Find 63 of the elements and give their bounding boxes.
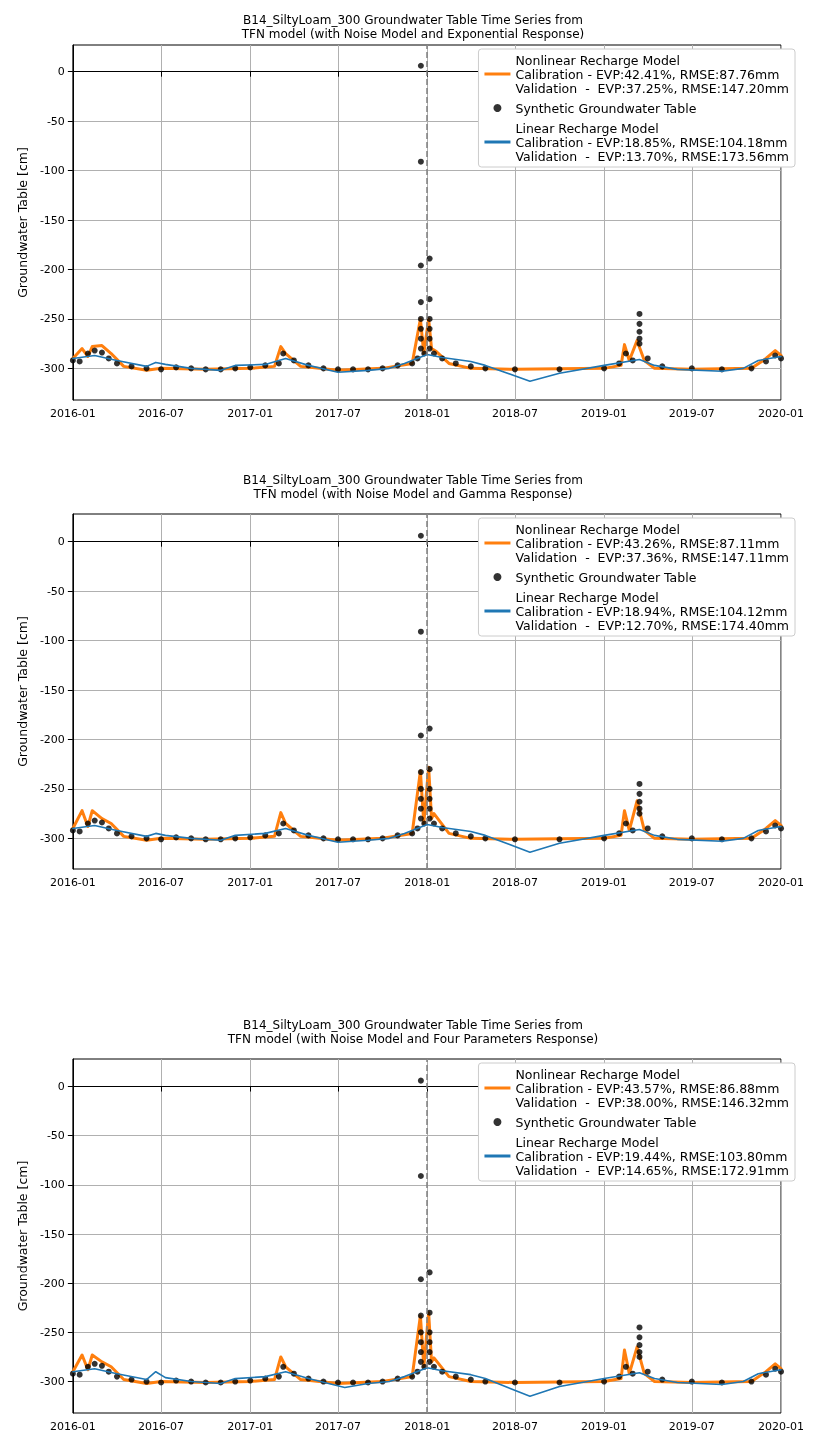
legend-label: Linear Recharge Model Calibration - EVP:18.85%, RMSE:104.18mm Validation - EVP:13.70%, RMSE:173.56mm [515, 120, 790, 164]
y-tick-label: -50 [46, 584, 65, 598]
legend-label: Synthetic Groundwater Table [515, 569, 697, 585]
x-tick-label: 2018-07 [491, 407, 538, 420]
chart-title: B14_SiltyLoam_300 Groundwater Table Time Series from TFN model (with Noise Model and Exponential Response) [240, 13, 585, 41]
y-axis-title: Groundwater Table [cm] [15, 1160, 30, 1312]
y-tick-label: 0 [57, 65, 65, 79]
x-tick-label: 2019-01 [581, 1420, 628, 1432]
y-tick-label: -50 [46, 1129, 65, 1143]
x-tick-label: 2020-01 [758, 407, 804, 420]
chart-title: B14_SiltyLoam_300 Groundwater Table Time Series from TFN model (with Noise Model and Gamma Response) [243, 473, 583, 501]
y-tick-label: -50 [46, 114, 65, 128]
x-tick-label: 2016-01 [49, 1420, 96, 1432]
x-tick-label: 2017-07 [315, 876, 361, 889]
x-tick-label: 2016-07 [138, 876, 185, 889]
x-tick-label: 2017-01 [227, 407, 274, 420]
y-tick-label: -200 [39, 1276, 65, 1290]
x-tick-label: 2018-07 [491, 876, 538, 889]
y-tick-label: -100 [39, 164, 65, 178]
x-tick-label: 2019-01 [581, 876, 628, 889]
legend-label: Synthetic Groundwater Table [515, 1114, 697, 1130]
y-tick-label: -250 [39, 782, 65, 796]
x-tick-label: 2018-01 [404, 407, 451, 420]
x-tick-label: 2016-01 [49, 876, 96, 889]
legend-label: Nonlinear Recharge Model Calibration - EVP:42.41%, RMSE:87.76mm Validation - EVP:37.25%, RMSE:147.20mm [515, 52, 790, 96]
y-tick-label: -150 [39, 1227, 65, 1241]
x-tick-label: 2017-01 [227, 1420, 274, 1432]
y-axis-title: Groundwater Table [cm] [15, 616, 30, 767]
y-tick-label: -200 [39, 262, 65, 276]
x-tick-label: 2016-07 [138, 407, 185, 420]
y-tick-label: -200 [39, 732, 65, 746]
legend-label: Linear Recharge Model Calibration - EVP:19.44%, RMSE:103.80mm Validation - EVP:14.65%, RMSE:172.91mm [515, 1134, 790, 1178]
x-tick-label: 2019-07 [668, 876, 715, 889]
x-tick-label: 2016-01 [49, 407, 96, 420]
y-tick-label: -150 [39, 683, 65, 697]
x-tick-label: 2018-07 [491, 1420, 538, 1432]
x-tick-label: 2017-01 [227, 876, 274, 889]
y-axis-title: Groundwater Table [cm] [15, 147, 30, 298]
y-tick-label: -300 [39, 1375, 65, 1389]
y-tick-label: 0 [57, 1080, 65, 1094]
x-tick-label: 2019-07 [668, 1420, 715, 1432]
x-tick-label: 2018-01 [404, 876, 451, 889]
legend-label: Nonlinear Recharge Model Calibration - EVP:43.57%, RMSE:86.88mm Validation - EVP:38.00%, RMSE:146.32mm [515, 1066, 790, 1110]
chart-title: B14_SiltyLoam_300 Groundwater Table Time Series from TFN model (with Noise Model and Four Parameters Response) [226, 1018, 599, 1046]
y-tick-label: -250 [39, 1325, 65, 1339]
x-tick-label: 2017-07 [315, 407, 361, 420]
y-tick-label: -100 [39, 634, 65, 648]
y-tick-label: -250 [39, 312, 65, 326]
x-tick-label: 2017-07 [315, 1420, 361, 1432]
legend-label: Nonlinear Recharge Model Calibration - EVP:43.26%, RMSE:87.11mm Validation - EVP:37.36%, RMSE:147.11mm [515, 521, 790, 565]
y-tick-label: -100 [39, 1178, 65, 1192]
legend-label: Linear Recharge Model Calibration - EVP:18.94%, RMSE:104.12mm Validation - EVP:12.70%, RMSE:174.40mm [515, 589, 790, 633]
x-tick-label: 2020-01 [758, 876, 804, 889]
x-tick-label: 2020-01 [758, 1420, 804, 1432]
x-tick-label: 2019-07 [668, 407, 715, 420]
x-tick-label: 2018-01 [404, 1420, 451, 1432]
legend-label: Synthetic Groundwater Table [515, 100, 697, 116]
y-tick-label: -300 [39, 361, 65, 375]
x-tick-label: 2016-07 [138, 1420, 185, 1432]
y-tick-label: -150 [39, 213, 65, 227]
y-tick-label: -300 [39, 831, 65, 845]
y-tick-label: 0 [57, 535, 65, 549]
x-tick-label: 2019-01 [581, 407, 628, 420]
